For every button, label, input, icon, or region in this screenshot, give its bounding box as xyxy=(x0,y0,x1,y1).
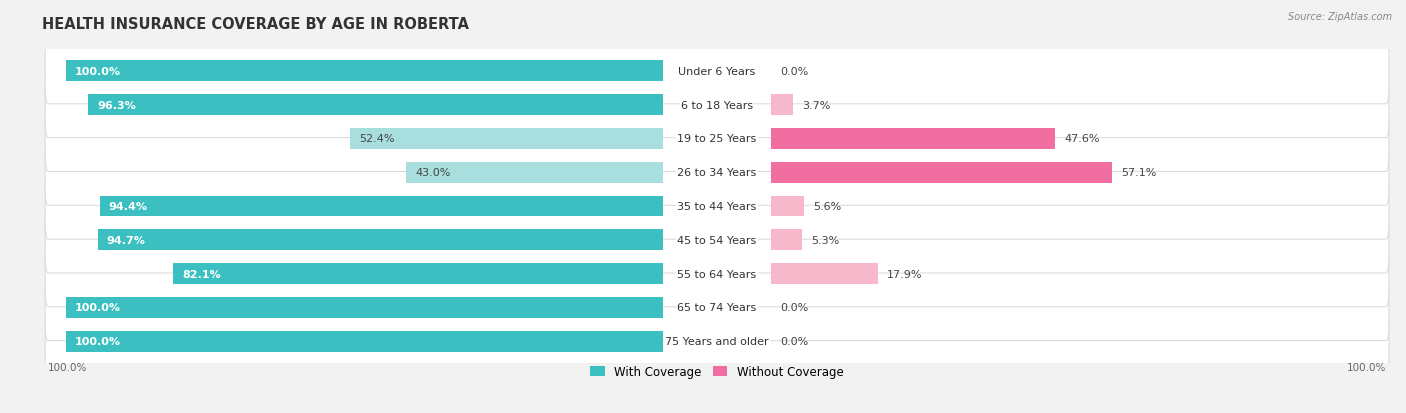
Bar xyxy=(98,230,664,251)
Text: 96.3%: 96.3% xyxy=(97,100,136,110)
FancyBboxPatch shape xyxy=(45,72,1389,138)
Text: HEALTH INSURANCE COVERAGE BY AGE IN ROBERTA: HEALTH INSURANCE COVERAGE BY AGE IN ROBE… xyxy=(42,17,470,31)
Bar xyxy=(770,162,1112,183)
Bar xyxy=(66,297,664,318)
Text: 0.0%: 0.0% xyxy=(780,66,808,76)
Bar xyxy=(66,331,664,352)
FancyBboxPatch shape xyxy=(45,38,1389,104)
FancyBboxPatch shape xyxy=(45,241,1389,307)
Text: 57.1%: 57.1% xyxy=(1121,168,1156,178)
Bar xyxy=(770,128,1054,150)
FancyBboxPatch shape xyxy=(45,309,1389,375)
Bar xyxy=(770,196,804,217)
Bar xyxy=(770,263,877,285)
Text: 17.9%: 17.9% xyxy=(887,269,922,279)
Text: 82.1%: 82.1% xyxy=(181,269,221,279)
Text: 94.4%: 94.4% xyxy=(108,202,148,211)
Text: 45 to 54 Years: 45 to 54 Years xyxy=(678,235,756,245)
Legend: With Coverage, Without Coverage: With Coverage, Without Coverage xyxy=(586,360,848,383)
Text: Under 6 Years: Under 6 Years xyxy=(679,66,755,76)
Bar xyxy=(770,230,803,251)
Bar xyxy=(350,128,664,150)
FancyBboxPatch shape xyxy=(45,207,1389,273)
Text: 5.6%: 5.6% xyxy=(813,202,841,211)
Text: 43.0%: 43.0% xyxy=(415,168,451,178)
Text: 5.3%: 5.3% xyxy=(811,235,839,245)
FancyBboxPatch shape xyxy=(45,275,1389,341)
Text: 55 to 64 Years: 55 to 64 Years xyxy=(678,269,756,279)
Bar xyxy=(406,162,664,183)
Text: 75 Years and older: 75 Years and older xyxy=(665,337,769,347)
Text: 100.0%: 100.0% xyxy=(75,337,121,347)
Text: 94.7%: 94.7% xyxy=(107,235,146,245)
Bar xyxy=(66,61,664,82)
Text: 100.0%: 100.0% xyxy=(1347,363,1386,373)
Text: 52.4%: 52.4% xyxy=(360,134,395,144)
FancyBboxPatch shape xyxy=(45,140,1389,206)
Text: 3.7%: 3.7% xyxy=(801,100,830,110)
Text: Source: ZipAtlas.com: Source: ZipAtlas.com xyxy=(1288,12,1392,22)
FancyBboxPatch shape xyxy=(45,173,1389,240)
Bar xyxy=(173,263,664,285)
Text: 100.0%: 100.0% xyxy=(48,363,87,373)
Text: 6 to 18 Years: 6 to 18 Years xyxy=(681,100,754,110)
Text: 0.0%: 0.0% xyxy=(780,303,808,313)
Text: 65 to 74 Years: 65 to 74 Years xyxy=(678,303,756,313)
Bar xyxy=(89,95,664,116)
Text: 19 to 25 Years: 19 to 25 Years xyxy=(678,134,756,144)
Text: 35 to 44 Years: 35 to 44 Years xyxy=(678,202,756,211)
Bar xyxy=(100,196,664,217)
FancyBboxPatch shape xyxy=(45,106,1389,172)
Text: 100.0%: 100.0% xyxy=(75,66,121,76)
Text: 26 to 34 Years: 26 to 34 Years xyxy=(678,168,756,178)
Text: 100.0%: 100.0% xyxy=(75,303,121,313)
Text: 0.0%: 0.0% xyxy=(780,337,808,347)
Bar xyxy=(770,95,793,116)
Text: 47.6%: 47.6% xyxy=(1064,134,1099,144)
